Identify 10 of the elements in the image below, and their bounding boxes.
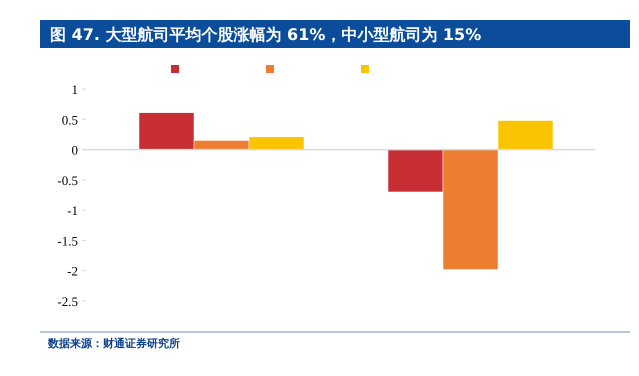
y-tick-label: 0.5	[62, 112, 78, 128]
y-tick-label: -1.5	[57, 233, 78, 248]
y-tick-label: -1	[67, 203, 78, 218]
y-tick-label: -2	[67, 264, 78, 279]
source-note: 数据来源：财通证券研究所	[47, 337, 180, 350]
y-tick-label: -2.5	[57, 294, 78, 309]
chart-title: 图 47. 大型航司平均个股涨幅为 61%，中小型航司为 15%	[50, 25, 482, 44]
y-tick-label: -0.5	[57, 172, 78, 188]
y-tick-label: 0	[72, 142, 78, 158]
y-tick-label: 1	[72, 82, 78, 97]
